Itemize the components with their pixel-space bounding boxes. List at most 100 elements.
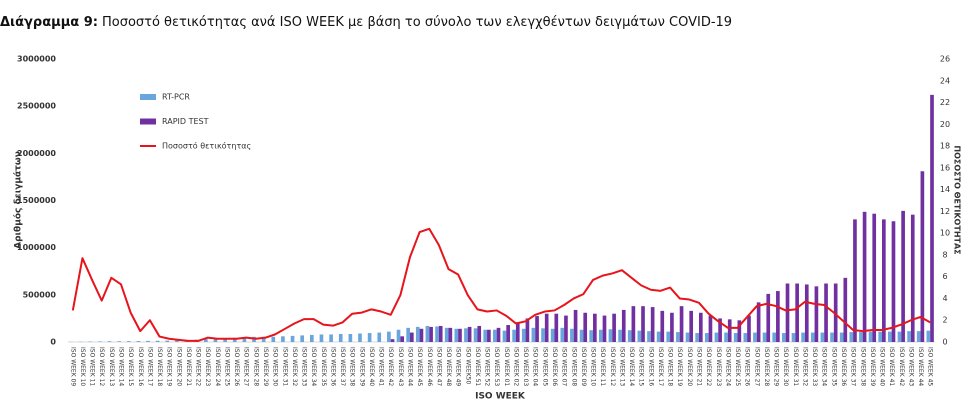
x-tick-label: ISO WEEK 03	[522, 347, 529, 386]
y2-tick-label: 26	[940, 55, 950, 64]
x-tick-label: ISO WEEK 37	[850, 347, 857, 386]
bar	[589, 330, 594, 342]
bar	[204, 339, 208, 342]
legend-swatch	[140, 118, 156, 125]
x-tick-label: ISO WEEK 24	[214, 347, 221, 386]
x-tick-label: ISO WEEK 28	[252, 347, 259, 386]
x-tick-label: ISO WEEK 22	[195, 347, 202, 386]
bar	[650, 307, 655, 342]
x-tick-label: ISO WEEK 08	[570, 347, 577, 386]
x-tick-label: ISO WEEK 10	[590, 347, 597, 386]
bar	[868, 331, 873, 342]
x-tick-label: ISO WEEK 16	[137, 347, 144, 386]
bar	[872, 213, 877, 342]
bar	[506, 325, 510, 342]
y2-tick-label: 16	[940, 163, 950, 172]
x-tick-label: ISO WEEK 35	[320, 347, 327, 386]
bar	[464, 328, 468, 342]
y2-tick-label: 4	[942, 294, 947, 303]
bar	[117, 341, 121, 342]
bar	[560, 327, 565, 342]
x-tick-label: ISO WEEK 46	[426, 347, 433, 386]
bar	[429, 326, 433, 342]
bar	[593, 313, 597, 342]
bar	[627, 330, 632, 342]
x-tick-label: ISO WEEK 40	[879, 347, 886, 386]
x-tick-label: ISO WEEK 26	[233, 347, 240, 386]
x-tick-label: ISO WEEK 28	[763, 347, 770, 386]
bar	[387, 331, 391, 342]
bar	[477, 325, 482, 342]
line	[71, 227, 931, 342]
x-tick-label: ISO WEEK 06	[551, 347, 558, 386]
x-tick-label: ISO WEEK 43	[907, 347, 914, 386]
x-tick-label: ISO WEEK 45	[416, 347, 423, 386]
x-tick-label: ISO WEEK 36	[840, 347, 847, 386]
bar	[612, 313, 616, 342]
bar	[926, 330, 931, 342]
bar	[535, 316, 539, 342]
bar	[753, 332, 757, 342]
bar	[795, 283, 799, 342]
bar	[747, 315, 751, 342]
y2-tick-label: 12	[940, 207, 950, 216]
bar	[541, 328, 545, 342]
x-tick-label: ISO WEEK50	[464, 347, 471, 384]
bar	[358, 333, 362, 342]
bar	[367, 333, 372, 342]
bar	[897, 331, 902, 342]
x-tick-label: ISO WEEK 42	[387, 347, 394, 386]
bar	[126, 341, 131, 342]
y-tick-label: 2500000	[17, 102, 56, 111]
x-tick-label: ISO WEEK 42	[898, 347, 905, 386]
bar	[882, 219, 886, 342]
x-tick-label: ISO WEEK 11	[89, 347, 96, 386]
bar	[772, 332, 777, 342]
bar	[656, 331, 661, 342]
bar	[348, 333, 353, 342]
bar	[544, 313, 549, 342]
x-tick-label: ISO WEEK 21	[695, 347, 702, 386]
bar	[458, 328, 462, 342]
bar	[724, 332, 728, 342]
y2-tick-label: 22	[940, 98, 950, 107]
bar	[843, 277, 848, 342]
bar	[801, 332, 805, 342]
legend-label: RAPID TEST	[162, 117, 209, 126]
bar	[679, 306, 684, 342]
y-tick-label: 1500000	[17, 196, 56, 205]
x-tick-label: ISO WEEK 11	[599, 347, 606, 386]
bar	[155, 340, 160, 342]
bar	[621, 309, 626, 342]
bar	[907, 331, 911, 342]
bar	[165, 340, 170, 342]
x-tick-label: ISO WEEK 35	[830, 347, 837, 386]
bar	[791, 333, 796, 342]
x-tick-label: ISO WEEK 09	[69, 347, 76, 386]
x-tick-label: ISO WEEK 24	[724, 347, 731, 386]
bar	[448, 327, 453, 342]
bar	[618, 329, 622, 342]
bar	[714, 332, 719, 342]
x-tick-label: ISO WEEK 40	[368, 347, 375, 386]
bar	[598, 329, 603, 342]
bar	[271, 336, 276, 342]
bar	[676, 332, 680, 342]
bar	[309, 334, 314, 342]
bar	[435, 326, 439, 342]
bar	[377, 332, 382, 342]
x-tick-label: ISO WEEK 15	[638, 347, 645, 386]
bar	[390, 339, 395, 342]
x-tick-label: ISO WEEK 34	[310, 347, 317, 386]
x-tick-label: ISO WEEK 32	[801, 347, 808, 386]
bar	[862, 211, 867, 342]
bar	[400, 336, 405, 342]
y2-tick-label: 6	[942, 272, 947, 281]
x-tick-label: ISO WEEK 48	[445, 347, 452, 386]
x-tick-label: ISO WEEK 30	[272, 347, 279, 386]
bar	[814, 286, 819, 342]
bar	[810, 332, 815, 342]
bar	[762, 332, 767, 342]
